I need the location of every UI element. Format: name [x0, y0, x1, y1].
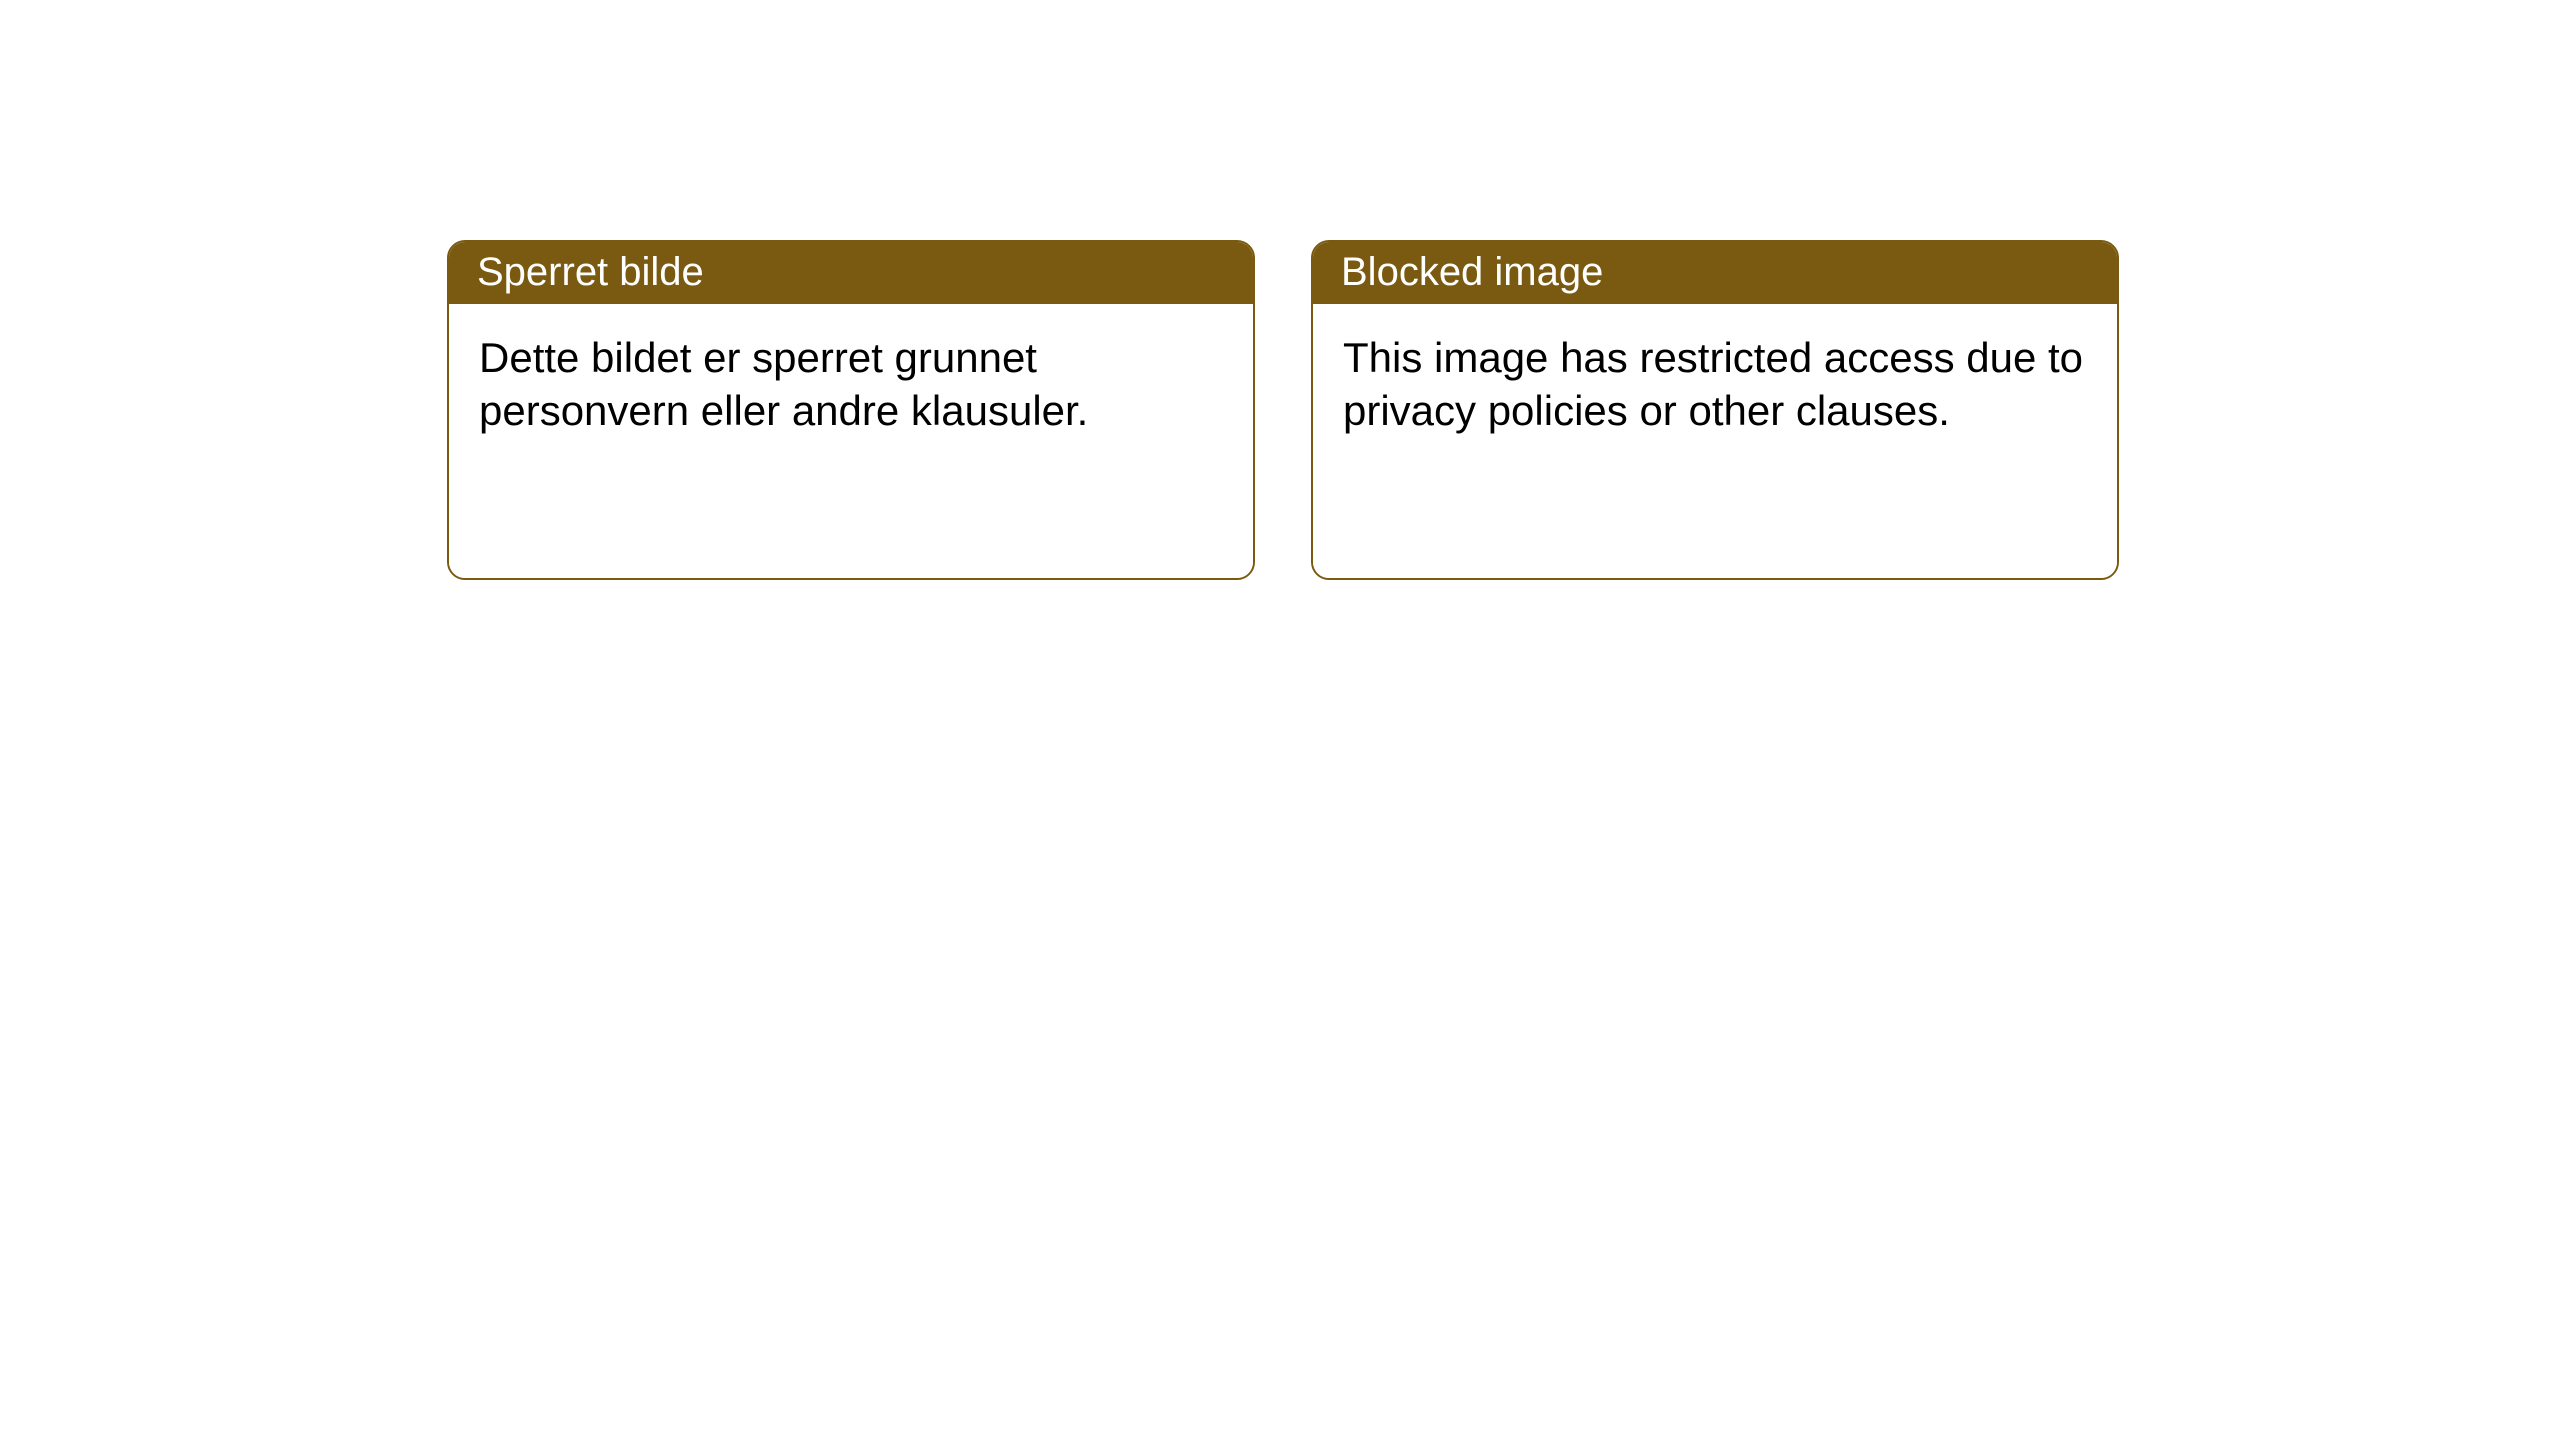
card-header-english: Blocked image	[1313, 242, 2117, 304]
blocked-image-card-norwegian: Sperret bilde Dette bildet er sperret gr…	[447, 240, 1255, 580]
card-header-norwegian: Sperret bilde	[449, 242, 1253, 304]
card-body-norwegian: Dette bildet er sperret grunnet personve…	[449, 304, 1253, 578]
cards-row: Sperret bilde Dette bildet er sperret gr…	[447, 240, 2119, 580]
card-body-english: This image has restricted access due to …	[1313, 304, 2117, 578]
blocked-image-card-english: Blocked image This image has restricted …	[1311, 240, 2119, 580]
